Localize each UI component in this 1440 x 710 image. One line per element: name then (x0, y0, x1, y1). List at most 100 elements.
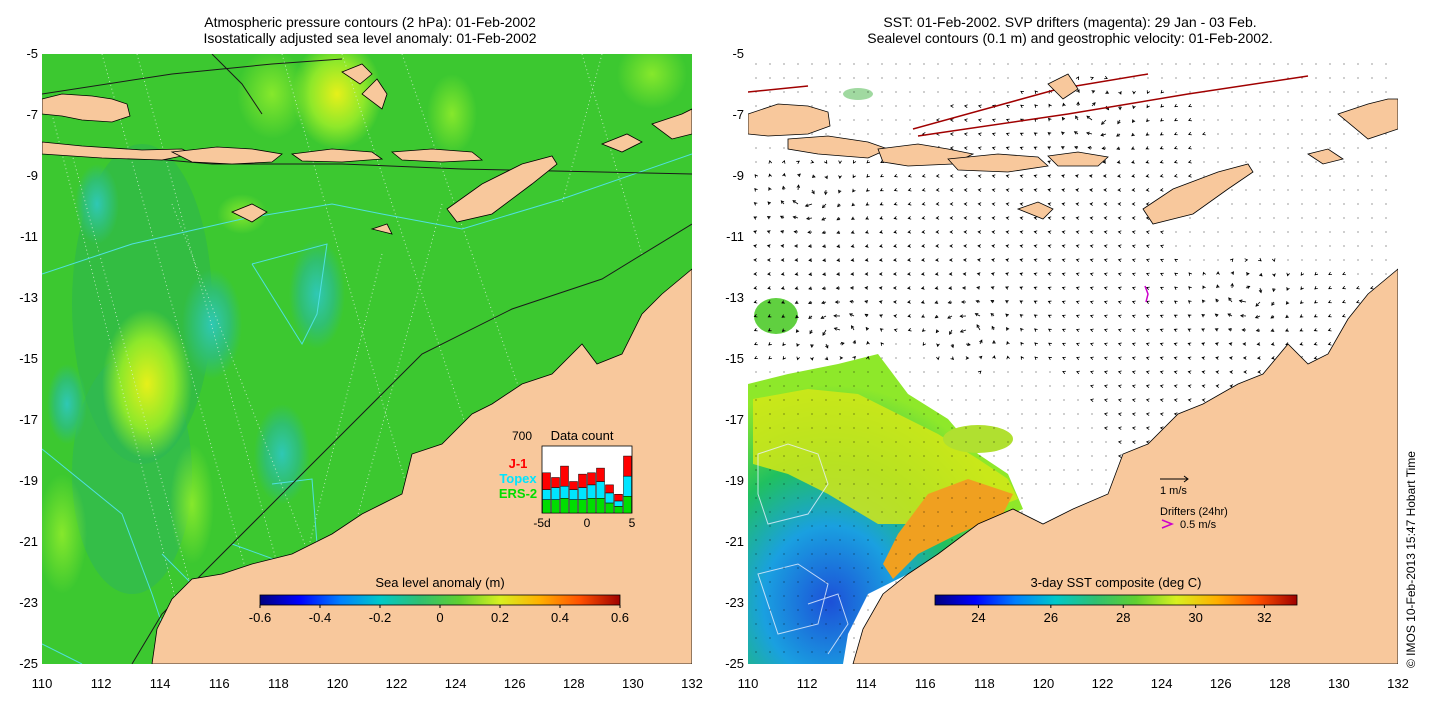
velocity-arrowhead (1131, 412, 1136, 416)
velocity-arrowhead (780, 258, 785, 262)
velocity-dot (1357, 245, 1359, 247)
velocity-dot (1035, 483, 1037, 485)
velocity-dot (1329, 119, 1331, 121)
velocity-dot (881, 539, 883, 541)
velocity-arrowhead (977, 244, 981, 248)
velocity-dot (1091, 413, 1093, 415)
velocity-arrowhead (1118, 91, 1122, 95)
velocity-arrowhead (893, 258, 897, 262)
velocity-arrowhead (1187, 300, 1192, 304)
velocity-arrowhead (1005, 272, 1009, 276)
velocity-arrowhead (977, 230, 982, 234)
velocity-dot (965, 441, 967, 443)
velocity-dot (923, 441, 925, 443)
velocity-dot (1259, 77, 1261, 79)
velocity-arrowhead (1090, 76, 1094, 81)
velocity-arrowhead (1089, 342, 1094, 347)
velocity-dot (993, 483, 995, 485)
velocity-dot (1385, 133, 1387, 135)
velocity-arrowhead (806, 216, 810, 221)
colorbar-label: Sea level anomaly (m) (375, 575, 504, 590)
velocity-arrowhead (780, 272, 785, 276)
velocity-arrowhead (780, 230, 784, 234)
velocity-dot (797, 77, 799, 79)
velocity-dot (979, 77, 981, 79)
velocity-dot (965, 385, 967, 387)
velocity-dot (853, 651, 855, 653)
velocity-dot (1231, 231, 1233, 233)
velocity-dot (1203, 105, 1205, 107)
velocity-dot (1007, 455, 1009, 457)
velocity-arrowhead (921, 244, 925, 248)
velocity-arrowhead (1173, 398, 1178, 402)
velocity-dot (1049, 427, 1051, 429)
velocity-dot (909, 343, 911, 345)
velocity-dot (909, 413, 911, 415)
velocity-arrowhead (907, 230, 912, 234)
velocity-dot (1063, 427, 1065, 429)
credit-text: © IMOS 10-Feb-2013 15:47 Hobart Time (1404, 451, 1418, 668)
velocity-dot (755, 553, 757, 555)
anomaly-high (617, 54, 687, 109)
velocity-dot (1035, 441, 1037, 443)
velocity-arrowhead (1005, 174, 1010, 178)
velocity-arrowhead (1215, 370, 1220, 374)
velocity-dot (881, 105, 883, 107)
velocity-dot (1287, 119, 1289, 121)
velocity-arrowhead (836, 244, 841, 248)
velocity-arrowhead (976, 272, 981, 276)
velocity-dot (1287, 161, 1289, 163)
velocity-dot (839, 651, 841, 653)
velocity-arrowhead (795, 314, 799, 319)
velocity-arrowhead (1145, 440, 1150, 444)
velocity-arrowhead (821, 300, 825, 305)
velocity-dot (1385, 175, 1387, 177)
velocity-dot (1385, 273, 1387, 275)
velocity-dot (867, 511, 869, 513)
colorbar-tick-label: -0.4 (309, 610, 331, 625)
velocity-dot (923, 105, 925, 107)
velocity-dot (1273, 203, 1275, 205)
velocity-arrowhead (1033, 230, 1038, 234)
velocity-arrowhead (1131, 370, 1136, 374)
velocity-arrowhead (808, 300, 812, 305)
velocity-arrowhead (1062, 342, 1066, 347)
velocity-arrowhead (1328, 285, 1332, 290)
velocity-dot (1287, 133, 1289, 135)
velocity-dot (1357, 161, 1359, 163)
velocity-arrowhead (1256, 356, 1261, 360)
velocity-arrowhead (865, 202, 870, 206)
velocity-dot (1329, 77, 1331, 79)
velocity-arrow (960, 329, 967, 333)
velocity-arrowhead (963, 118, 968, 122)
anomaly-low-cyan (47, 364, 87, 444)
velocity-arrowhead (1061, 272, 1066, 276)
velocity-arrowhead (1160, 104, 1164, 108)
velocity-arrowhead (990, 286, 995, 290)
velocity-dot (853, 637, 855, 639)
velocity-arrowhead (1201, 356, 1206, 360)
velocity-dot (853, 623, 855, 625)
velocity-arrowhead (1005, 202, 1010, 206)
velocity-arrowhead (1201, 342, 1206, 346)
velocity-arrowhead (878, 300, 883, 304)
velocity-dot (993, 399, 995, 401)
velocity-dot (825, 427, 827, 429)
velocity-arrowhead (810, 344, 814, 349)
velocity-arrowhead (1061, 286, 1066, 290)
velocity-dot (1021, 483, 1023, 485)
velocity-arrowhead (907, 258, 911, 262)
velocity-arrowhead (1299, 328, 1304, 332)
velocity-arrowhead (1102, 160, 1107, 164)
velocity-dot (1021, 427, 1023, 429)
velocity-dot (1343, 63, 1345, 65)
velocity-arrow (820, 315, 827, 319)
velocity-dot (909, 441, 911, 443)
velocity-arrowhead (1047, 314, 1052, 318)
velocity-dot (979, 413, 981, 415)
velocity-arrowhead (920, 272, 925, 276)
velocity-arrowhead (1103, 426, 1108, 430)
velocity-arrowhead (1116, 133, 1120, 137)
velocity-dot (923, 91, 925, 93)
velocity-arrowhead (1313, 300, 1318, 304)
